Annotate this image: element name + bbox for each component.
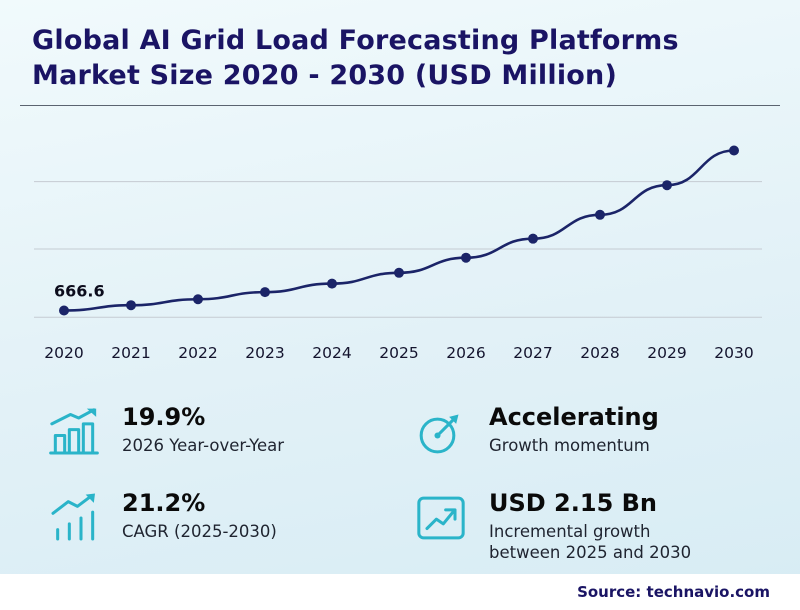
- stat-yoy-value: 19.9%: [122, 403, 206, 432]
- data-point-2022: [193, 294, 203, 305]
- x-tick-label: 2026: [446, 344, 485, 362]
- data-point-2021: [126, 300, 136, 311]
- stat-cagr-value: 21.2%: [122, 489, 206, 518]
- chart-area: 2020 2021 2022 2023 2024 2025 2026 2027 2028 2029…: [28, 108, 800, 390]
- x-tick-label: 2029: [647, 344, 686, 362]
- x-tick-label: 2027: [513, 344, 552, 362]
- title-divider: [20, 105, 780, 107]
- stat-cagr: 21.2% CAGR (2025-2030): [46, 489, 403, 563]
- data-point-2030: [729, 145, 739, 156]
- incremental-growth-icon: [413, 490, 469, 546]
- x-tick-label: 2020: [44, 344, 83, 362]
- growth-bars-icon: [46, 404, 102, 460]
- x-tick-label: 2030: [714, 344, 753, 362]
- data-point-2028: [595, 209, 605, 220]
- speedometer-icon: [413, 404, 469, 460]
- data-point-2024: [327, 278, 337, 289]
- stat-incremental-label: Incremental growth between 2025 and 2030: [489, 521, 692, 563]
- x-tick-label: 2022: [178, 344, 217, 362]
- market-size-line-chart: 2020 2021 2022 2023 2024 2025 2026 2027 2028 2029…: [34, 145, 762, 362]
- page-title: Global AI Grid Load Forecasting Platform…: [32, 25, 679, 91]
- x-tick-label: 2023: [245, 344, 284, 362]
- stat-incremental-value: USD 2.15 Bn: [489, 489, 657, 518]
- header: Global AI Grid Load Forecasting Platform…: [0, 0, 800, 93]
- stat-incremental: USD 2.15 Bn Incremental growth between 2…: [413, 489, 770, 563]
- data-point-2023: [260, 287, 270, 298]
- x-tick-label: 2028: [580, 344, 619, 362]
- data-point-2029: [662, 180, 672, 191]
- stat-yoy: 19.9% 2026 Year-over-Year: [46, 403, 403, 460]
- stat-momentum-value: Accelerating: [489, 403, 659, 432]
- first-point-label: 666.6: [54, 282, 105, 301]
- data-point-2026: [461, 252, 471, 263]
- stats-grid: 19.9% 2026 Year-over-Year Accelerating G…: [0, 390, 800, 563]
- trend-arrow-icon: [46, 490, 102, 546]
- market-size-series-line: [63, 149, 735, 312]
- stat-cagr-label: CAGR (2025-2030): [122, 521, 277, 541]
- x-tick-label: 2021: [111, 344, 150, 362]
- source-text: Source: technavio.com: [577, 583, 770, 601]
- x-tick-label: 2025: [379, 344, 418, 362]
- data-point-2025: [394, 267, 404, 278]
- source-bar: Source: technavio.com: [0, 574, 800, 610]
- stat-momentum-label: Growth momentum: [489, 435, 650, 455]
- data-point-2027: [528, 233, 538, 244]
- stat-momentum: Accelerating Growth momentum: [413, 403, 770, 460]
- stat-yoy-label: 2026 Year-over-Year: [122, 435, 285, 455]
- x-tick-label: 2024: [312, 344, 351, 362]
- data-point-2020: [59, 305, 69, 316]
